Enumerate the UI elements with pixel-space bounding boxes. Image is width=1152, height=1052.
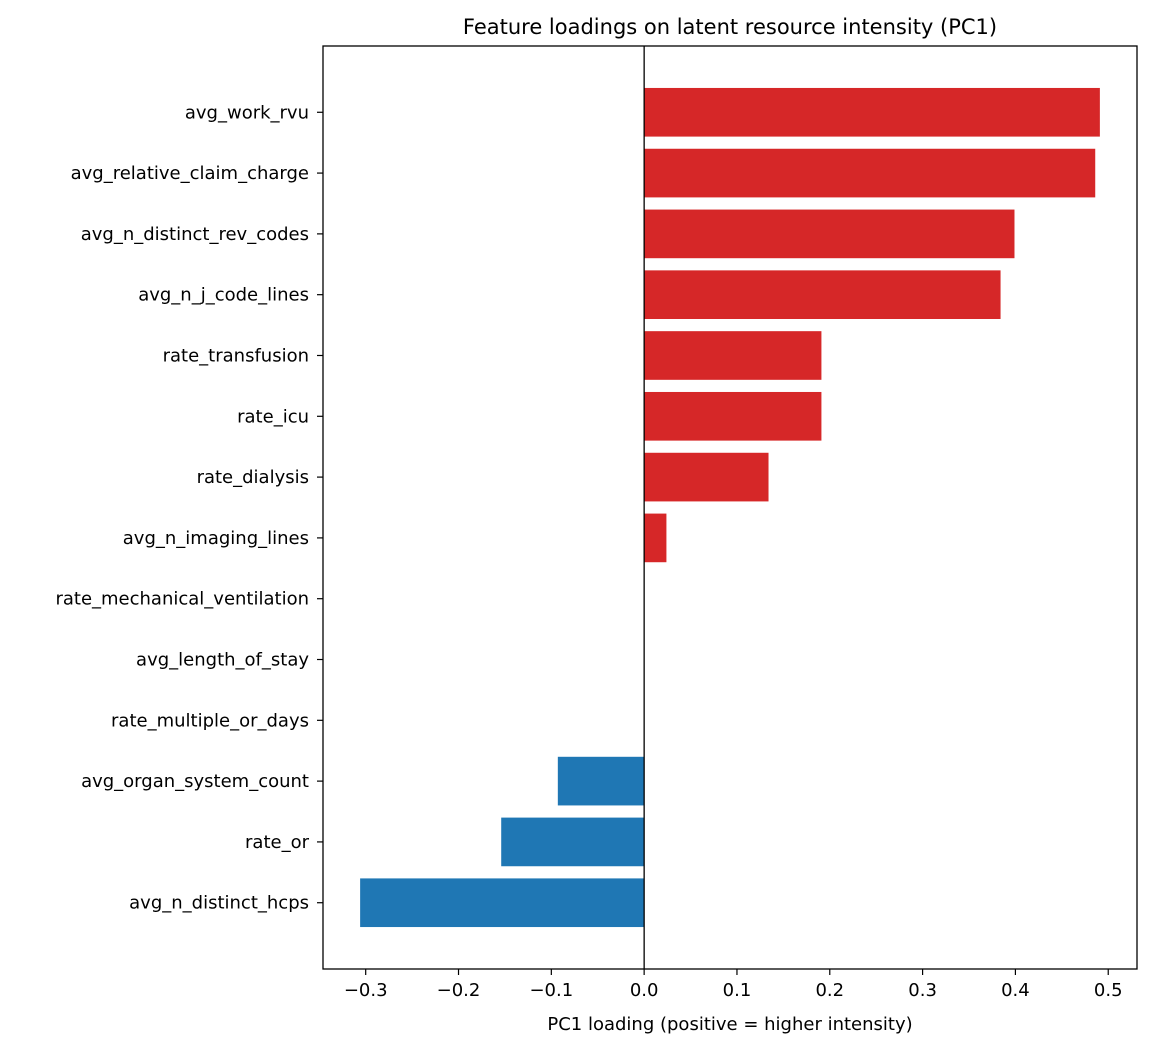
chart-title: Feature loadings on latent resource inte… [463,15,997,39]
bar-avg_work_rvu [644,87,1100,137]
y-tick-label: avg_n_j_code_lines [138,285,309,306]
bar-rate_dialysis [644,452,769,502]
y-tick-label: rate_or [245,832,310,853]
bar-avg_organ_system_count [557,756,645,806]
bar-avg_n_distinct_rev_codes [644,209,1015,259]
y-tick-label: rate_icu [237,406,309,427]
bar-rate_icu [644,391,822,441]
y-tick-label: avg_n_distinct_hcps [129,893,309,914]
bar-rate_or [501,817,645,867]
x-tick-label: 0.3 [908,980,937,1001]
y-tick-label: rate_transfusion [163,345,309,366]
plot-frame [322,45,1138,970]
x-tick-label: 0.2 [815,980,844,1001]
y-tick-label: avg_length_of_stay [136,650,309,671]
bar-avg_n_j_code_lines [644,270,1001,320]
x-tick-label: −0.3 [344,980,388,1001]
bar-avg_n_imaging_lines [644,513,667,563]
y-tick-label: avg_work_rvu [185,102,309,123]
y-tick-label: avg_n_distinct_rev_codes [81,224,309,245]
y-tick-label: avg_relative_claim_charge [71,163,309,184]
x-tick-label: 0.4 [1001,980,1030,1001]
y-tick-label: rate_mechanical_ventilation [55,589,309,610]
y-tick-label: avg_organ_system_count [81,771,309,792]
y-tick-label: avg_n_imaging_lines [123,528,309,549]
x-tick-label: 0.0 [630,980,659,1001]
bar-avg_n_distinct_hcps [360,878,645,928]
x-axis-label: PC1 loading (positive = higher intensity… [547,1014,912,1035]
x-tick-label: 0.1 [723,980,752,1001]
bar-avg_relative_claim_charge [644,148,1096,198]
x-tick-label: −0.2 [437,980,481,1001]
x-tick-label: 0.5 [1094,980,1123,1001]
bar-rate_transfusion [644,331,822,380]
y-tick-label: rate_multiple_or_days [111,710,309,731]
x-tick-label: −0.1 [529,980,573,1001]
y-tick-label: rate_dialysis [197,467,309,488]
